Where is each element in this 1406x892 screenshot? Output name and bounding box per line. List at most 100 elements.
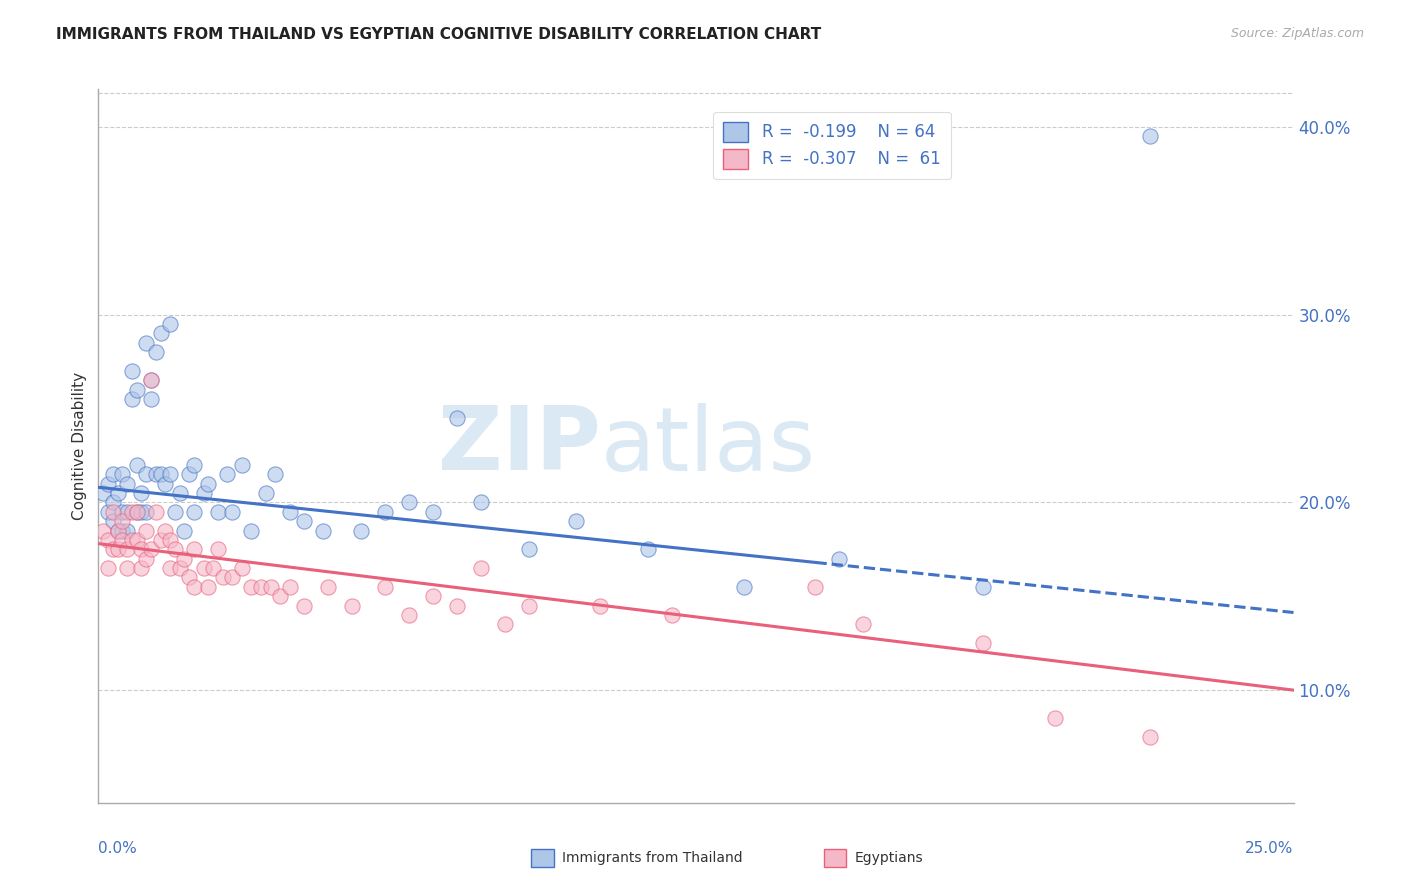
Point — [169, 561, 191, 575]
Point — [125, 505, 148, 519]
Point — [135, 467, 157, 482]
Text: 0.0%: 0.0% — [98, 841, 138, 856]
Point — [135, 505, 157, 519]
Text: IMMIGRANTS FROM THAILAND VS EGYPTIAN COGNITIVE DISABILITY CORRELATION CHART: IMMIGRANTS FROM THAILAND VS EGYPTIAN COG… — [56, 27, 821, 42]
Text: ZIP: ZIP — [437, 402, 600, 490]
Point — [135, 524, 157, 538]
Point — [1043, 711, 1066, 725]
Point — [115, 476, 138, 491]
Point — [1139, 129, 1161, 144]
Point — [183, 505, 205, 519]
Text: atlas: atlas — [600, 402, 815, 490]
Point — [115, 561, 138, 575]
Text: Egyptians: Egyptians — [855, 851, 924, 865]
Point — [350, 524, 373, 538]
Point — [101, 542, 124, 557]
Point — [278, 505, 301, 519]
Point — [446, 410, 468, 425]
Point — [101, 505, 124, 519]
Point — [637, 542, 659, 557]
Text: Immigrants from Thailand: Immigrants from Thailand — [562, 851, 742, 865]
Point — [101, 467, 124, 482]
Point — [470, 495, 492, 509]
Point — [446, 599, 468, 613]
Point — [131, 542, 153, 557]
Point — [97, 505, 120, 519]
Point — [131, 505, 153, 519]
Point — [139, 373, 162, 387]
Point — [193, 486, 215, 500]
Point — [159, 561, 181, 575]
Point — [121, 533, 143, 547]
Point — [111, 514, 134, 528]
Point — [173, 524, 195, 538]
Point — [254, 486, 277, 500]
Point — [145, 345, 167, 359]
Point — [97, 561, 120, 575]
Y-axis label: Cognitive Disability: Cognitive Disability — [72, 372, 87, 520]
Point — [221, 505, 243, 519]
Point — [422, 505, 444, 519]
Point — [494, 617, 516, 632]
Point — [125, 505, 148, 519]
Point — [972, 636, 994, 650]
Point — [107, 542, 129, 557]
Point — [374, 580, 396, 594]
Point — [115, 524, 138, 538]
Point — [179, 467, 201, 482]
Point — [733, 580, 755, 594]
Point — [211, 570, 233, 584]
Point — [97, 476, 120, 491]
Point — [121, 505, 143, 519]
Point — [159, 317, 181, 331]
Point — [135, 551, 157, 566]
Point — [131, 486, 153, 500]
Point — [173, 551, 195, 566]
Point — [183, 542, 205, 557]
Point — [269, 589, 291, 603]
Point — [517, 599, 540, 613]
Text: 25.0%: 25.0% — [1246, 841, 1294, 856]
Point — [169, 486, 191, 500]
Point — [107, 486, 129, 500]
Point — [340, 599, 363, 613]
Point — [121, 392, 143, 406]
Point — [91, 486, 114, 500]
Point — [250, 580, 273, 594]
Point — [163, 505, 186, 519]
Point — [111, 467, 134, 482]
Point — [111, 524, 134, 538]
Point — [145, 467, 167, 482]
Point — [159, 533, 181, 547]
Point — [661, 607, 683, 622]
Point — [91, 524, 114, 538]
Point — [125, 533, 148, 547]
Point — [139, 392, 162, 406]
Point — [517, 542, 540, 557]
Point — [139, 542, 162, 557]
Point — [972, 580, 994, 594]
Point — [278, 580, 301, 594]
Point — [155, 476, 177, 491]
Point — [145, 505, 167, 519]
Point — [135, 335, 157, 350]
Point — [316, 580, 339, 594]
Point — [155, 524, 177, 538]
Point — [292, 514, 315, 528]
Point — [470, 561, 492, 575]
Point — [159, 467, 181, 482]
Point — [207, 505, 229, 519]
Point — [115, 542, 138, 557]
Point — [231, 561, 253, 575]
Point — [828, 551, 851, 566]
Point — [149, 533, 172, 547]
Point — [183, 580, 205, 594]
Point — [240, 524, 263, 538]
Point — [1139, 730, 1161, 744]
Point — [111, 533, 134, 547]
Point — [202, 561, 225, 575]
Point — [149, 467, 172, 482]
Point — [217, 467, 239, 482]
Point — [115, 505, 138, 519]
Point — [240, 580, 263, 594]
